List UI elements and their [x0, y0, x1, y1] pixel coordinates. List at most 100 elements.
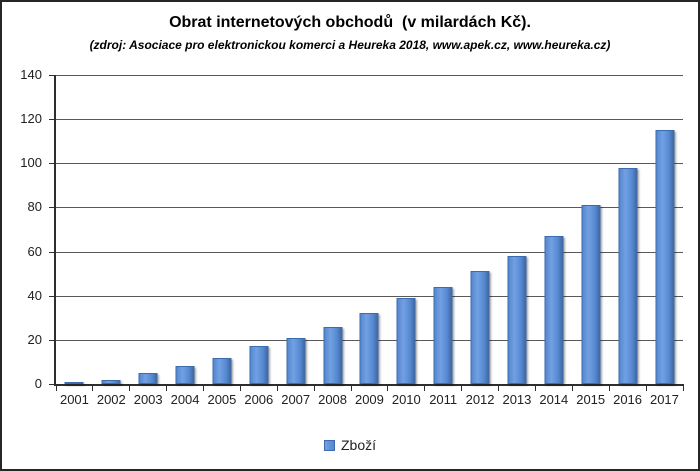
bar-2004 — [175, 366, 195, 384]
chart-subtitle: (zdroj: Asociace pro elektronickou komer… — [89, 38, 611, 52]
bar-slot-2005 — [204, 75, 241, 384]
y-axis-labels: 0 20 40 60 80 100 120 140 — [4, 68, 46, 391]
x-axis-tick-label: 2007 — [281, 392, 311, 407]
bar-2007 — [286, 337, 306, 384]
x-axis-tick-label: 2002 — [96, 392, 126, 407]
bar-2006 — [249, 346, 269, 384]
y-axis-tick — [49, 75, 54, 76]
x-axis-tick-label: 2004 — [170, 392, 200, 407]
gridline — [56, 163, 683, 165]
gridline — [56, 295, 683, 297]
x-axis-tick — [203, 384, 205, 391]
x-axis-tick-label: 2006 — [244, 392, 274, 407]
y-axis-tick-label: 60 — [27, 243, 42, 259]
y-axis-tick — [49, 251, 54, 253]
y-axis-tick-label: 0 — [34, 376, 42, 391]
bar-2005 — [212, 357, 232, 384]
bar-2015 — [581, 205, 601, 384]
y-axis-tick — [49, 384, 54, 385]
gridline — [56, 119, 683, 121]
bar-2010 — [396, 297, 416, 384]
plot-area — [49, 75, 684, 391]
y-axis-tick-label: 20 — [27, 331, 42, 347]
bar-slot-2014 — [535, 75, 572, 384]
bar-2014 — [544, 236, 564, 384]
y-axis-tick — [49, 207, 54, 209]
bar-slot-2004 — [167, 75, 204, 384]
bar-2017 — [655, 130, 675, 384]
y-axis-tick — [49, 163, 54, 165]
bar-2002 — [101, 379, 121, 384]
bar-slot-2013 — [499, 75, 536, 384]
x-axis-tick-label: 2003 — [133, 392, 163, 407]
bar-slot-2011 — [425, 75, 462, 384]
x-axis-tick-label: 2017 — [649, 392, 679, 407]
x-axis-tick-label: 2001 — [59, 392, 89, 407]
gridline — [56, 207, 683, 209]
x-axis-tick-label: 2005 — [207, 392, 237, 407]
x-axis-tick — [534, 384, 536, 391]
y-axis-tick — [49, 119, 54, 121]
x-axis-tick-label: 2009 — [354, 392, 384, 407]
x-axis-tick — [608, 384, 610, 391]
y-axis-tick-label: 40 — [27, 287, 42, 303]
x-axis-tick — [92, 384, 94, 391]
bar-2016 — [618, 167, 638, 384]
x-axis-tick-label: 2008 — [318, 392, 348, 407]
gridline — [56, 251, 683, 253]
bar-2011 — [433, 286, 453, 384]
x-axis-tick — [239, 384, 241, 391]
x-axis-tick — [645, 384, 647, 391]
y-axis-tick-label: 140 — [20, 67, 42, 82]
x-axis-tick — [166, 384, 168, 391]
bar-slot-2012 — [462, 75, 499, 384]
x-axis-tick — [129, 384, 131, 391]
legend-label: Zboží — [340, 437, 376, 453]
x-axis-tick — [424, 384, 426, 391]
bar-2009 — [359, 313, 379, 384]
y-axis-tick-label: 100 — [20, 155, 42, 171]
bar-slot-2006 — [240, 75, 277, 384]
chart-title: Obrat internetových obchodů (v milardách… — [169, 14, 531, 31]
bar-slot-2008 — [314, 75, 351, 384]
x-axis-tick — [498, 384, 500, 391]
x-axis-tick — [313, 384, 315, 391]
gridline — [56, 75, 683, 76]
x-axis-tick — [461, 384, 463, 391]
x-axis-tick-label: 2014 — [539, 392, 569, 407]
bar-slot-2017 — [646, 75, 683, 384]
x-axis-tick — [55, 384, 57, 391]
bar-slot-2003 — [130, 75, 167, 384]
x-axis-tick-label: 2015 — [576, 392, 606, 407]
y-axis-tick — [49, 339, 54, 341]
x-axis-tick — [571, 384, 573, 391]
legend: Zboží — [2, 437, 698, 453]
x-axis-tick-label: 2012 — [465, 392, 495, 407]
bar-slot-2009 — [351, 75, 388, 384]
bar-slot-2001 — [56, 75, 93, 384]
legend-swatch-icon — [323, 439, 335, 451]
bar-2001 — [64, 381, 84, 384]
bar-2008 — [323, 326, 343, 384]
bar-slot-2016 — [609, 75, 646, 384]
y-axis-tick — [49, 295, 54, 297]
x-axis-tick — [387, 384, 389, 391]
bar-slot-2007 — [277, 75, 314, 384]
x-axis-tick — [350, 384, 352, 391]
y-axis-tick-label: 120 — [20, 111, 42, 127]
bar-2013 — [507, 256, 527, 384]
x-axis-tick-label: 2011 — [429, 392, 458, 407]
bar-slot-2010 — [388, 75, 425, 384]
bar-slot-2015 — [572, 75, 609, 384]
bar-slot-2002 — [93, 75, 130, 384]
x-axis-tick — [682, 384, 684, 391]
x-axis-tick-label: 2013 — [502, 392, 532, 407]
bar-2003 — [138, 372, 158, 384]
x-axis-tick — [276, 384, 278, 391]
y-axis-tick-label: 80 — [27, 199, 42, 215]
x-axis-tick-label: 2016 — [613, 392, 643, 407]
x-axis-tick-label: 2010 — [391, 392, 421, 407]
x-axis-labels: 2001 2002 2003 2004 2005 2006 2007 2008 2009 2010… — [56, 392, 683, 408]
bar-2012 — [470, 271, 490, 384]
